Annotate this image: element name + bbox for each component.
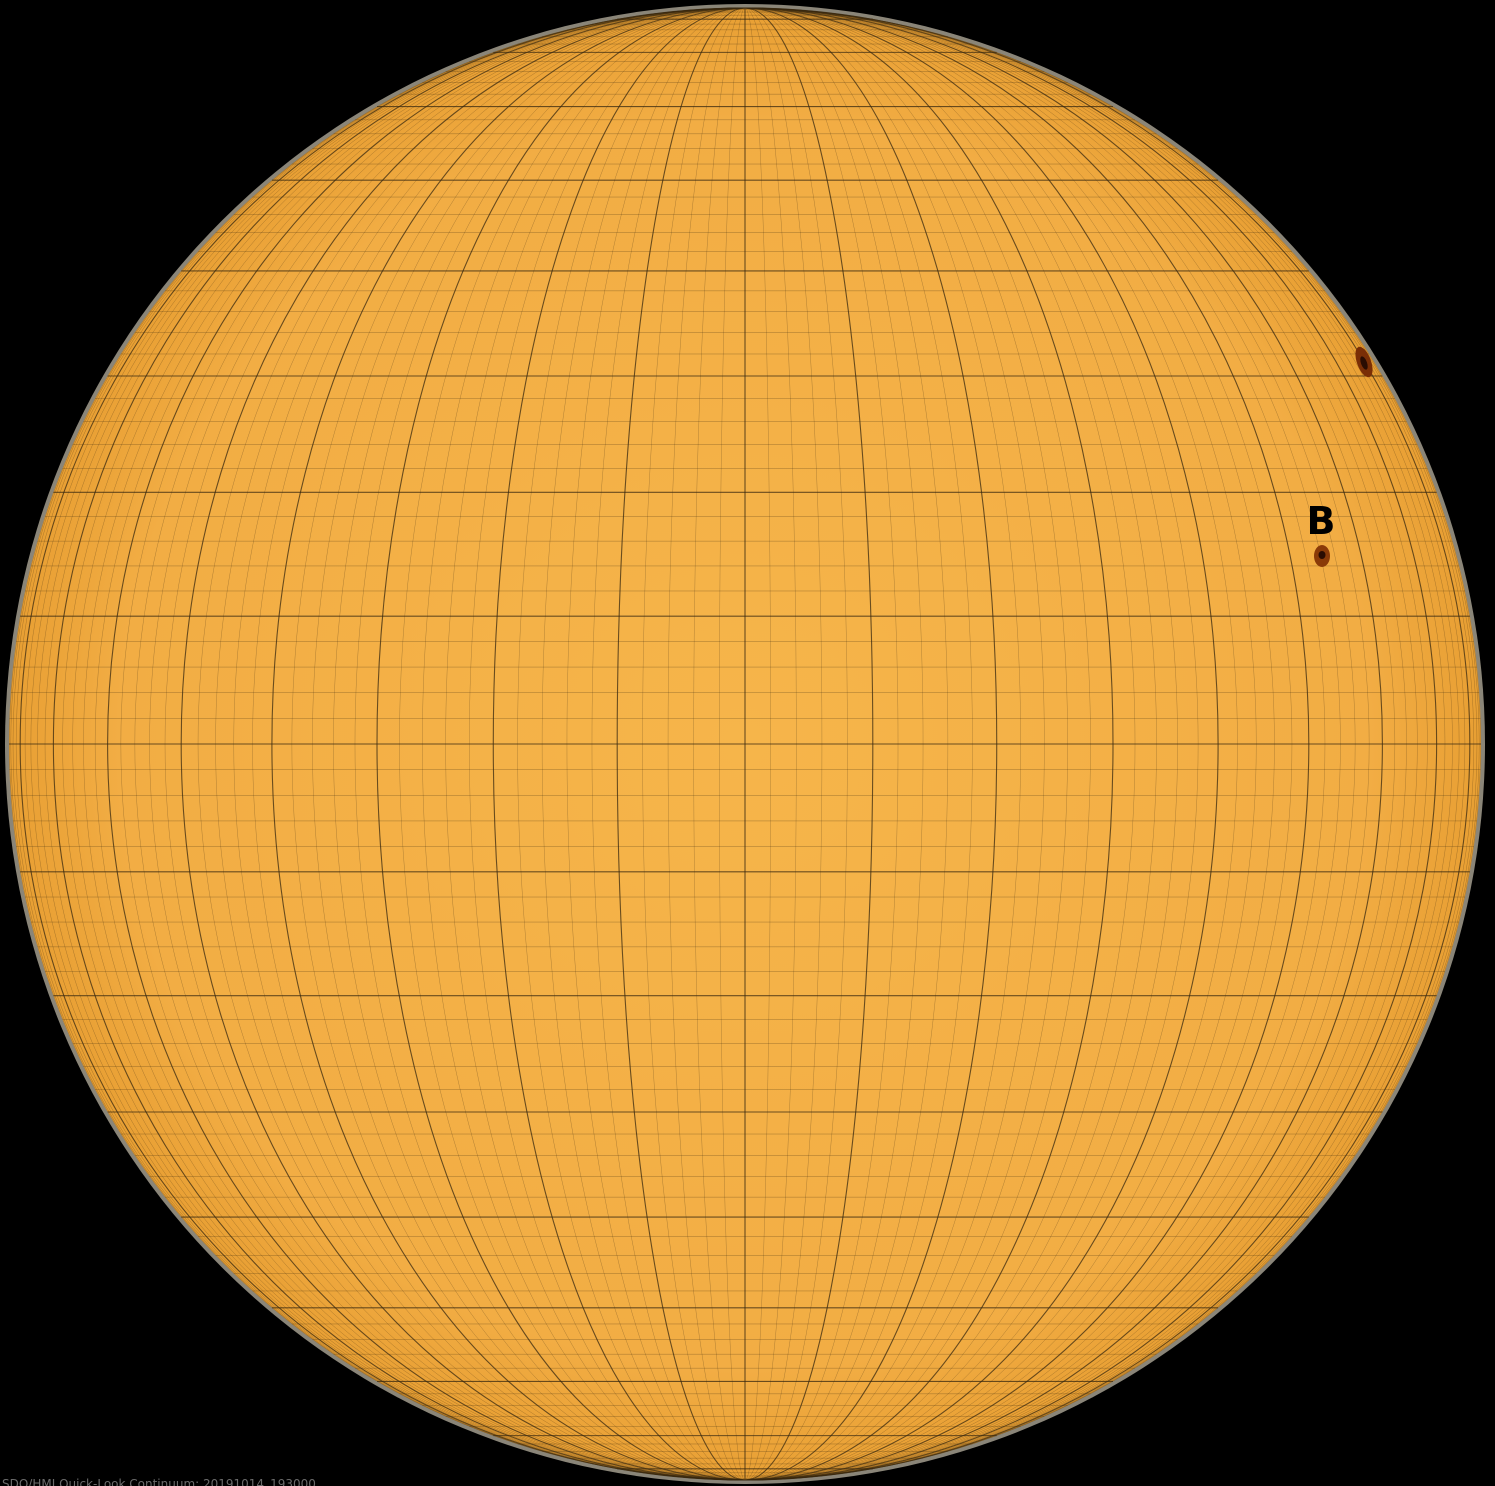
image-caption: SDO/HMI Quick-Look Continuum: 20191014_1… — [2, 1477, 316, 1486]
heliographic-grid — [9, 7, 1481, 1481]
sunspot-region-b — [1314, 545, 1330, 567]
region-label-b: B — [1307, 499, 1336, 543]
sunspot-unlabeled — [1355, 346, 1373, 378]
sunspots — [1314, 346, 1373, 567]
